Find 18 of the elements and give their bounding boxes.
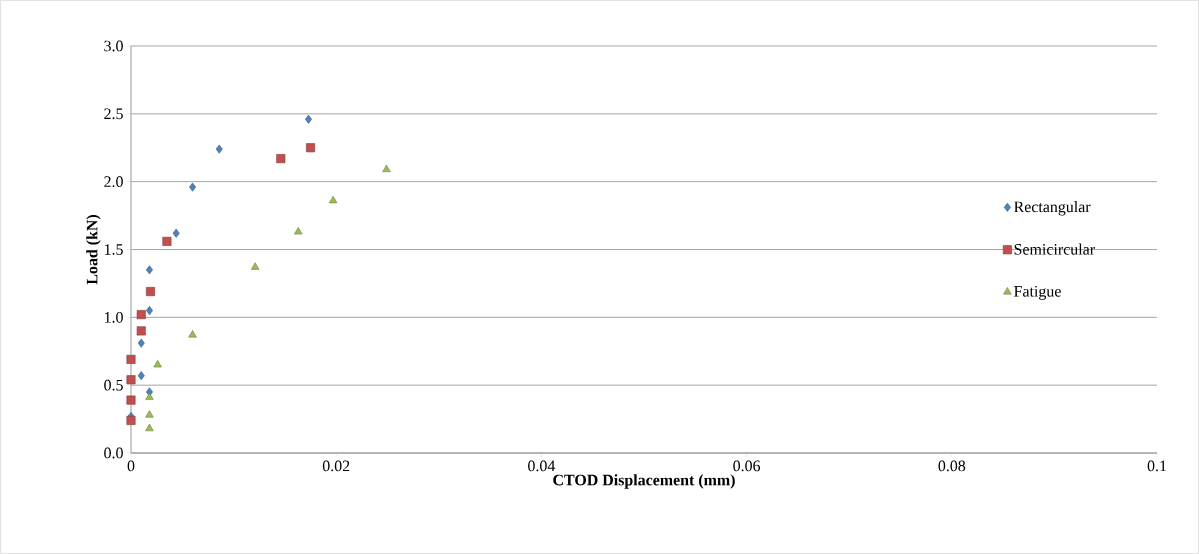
y-tick-label: 0.0 (104, 447, 123, 459)
legend-label: Fatigue (1014, 285, 1061, 300)
x-tick-label: 0.1 (1147, 460, 1167, 472)
y-tick-label: 1.0 (104, 311, 123, 323)
y-tick-label: 2.5 (104, 108, 123, 120)
legend-label: Rectangular (1014, 201, 1091, 216)
y-tick-label: 1.5 (104, 244, 123, 255)
x-tick-label: 0.02 (322, 460, 350, 472)
y-tick-label: 3.0 (104, 40, 123, 52)
x-tick-label: 0 (127, 460, 135, 472)
x-tick-label: 0.08 (938, 460, 966, 472)
y-axis-title: Load (kN) (86, 215, 101, 285)
y-tick-label: 0.5 (104, 379, 123, 391)
x-tick-label: 0.04 (528, 460, 556, 472)
y-tick-label: 2.0 (104, 176, 123, 188)
x-tick-label: 0.06 (733, 460, 761, 472)
x-axis-title: CTOD Displacement (mm) (553, 474, 735, 489)
legend-label: Semicircular (1014, 243, 1095, 255)
